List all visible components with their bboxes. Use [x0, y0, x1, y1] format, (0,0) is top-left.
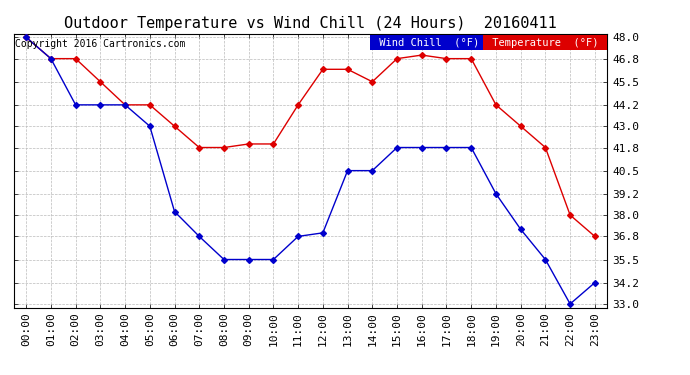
- Text: Temperature  (°F): Temperature (°F): [486, 38, 604, 48]
- Text: Copyright 2016 Cartronics.com: Copyright 2016 Cartronics.com: [15, 39, 186, 49]
- Title: Outdoor Temperature vs Wind Chill (24 Hours)  20160411: Outdoor Temperature vs Wind Chill (24 Ho…: [64, 16, 557, 31]
- Text: Wind Chill  (°F): Wind Chill (°F): [373, 38, 485, 48]
